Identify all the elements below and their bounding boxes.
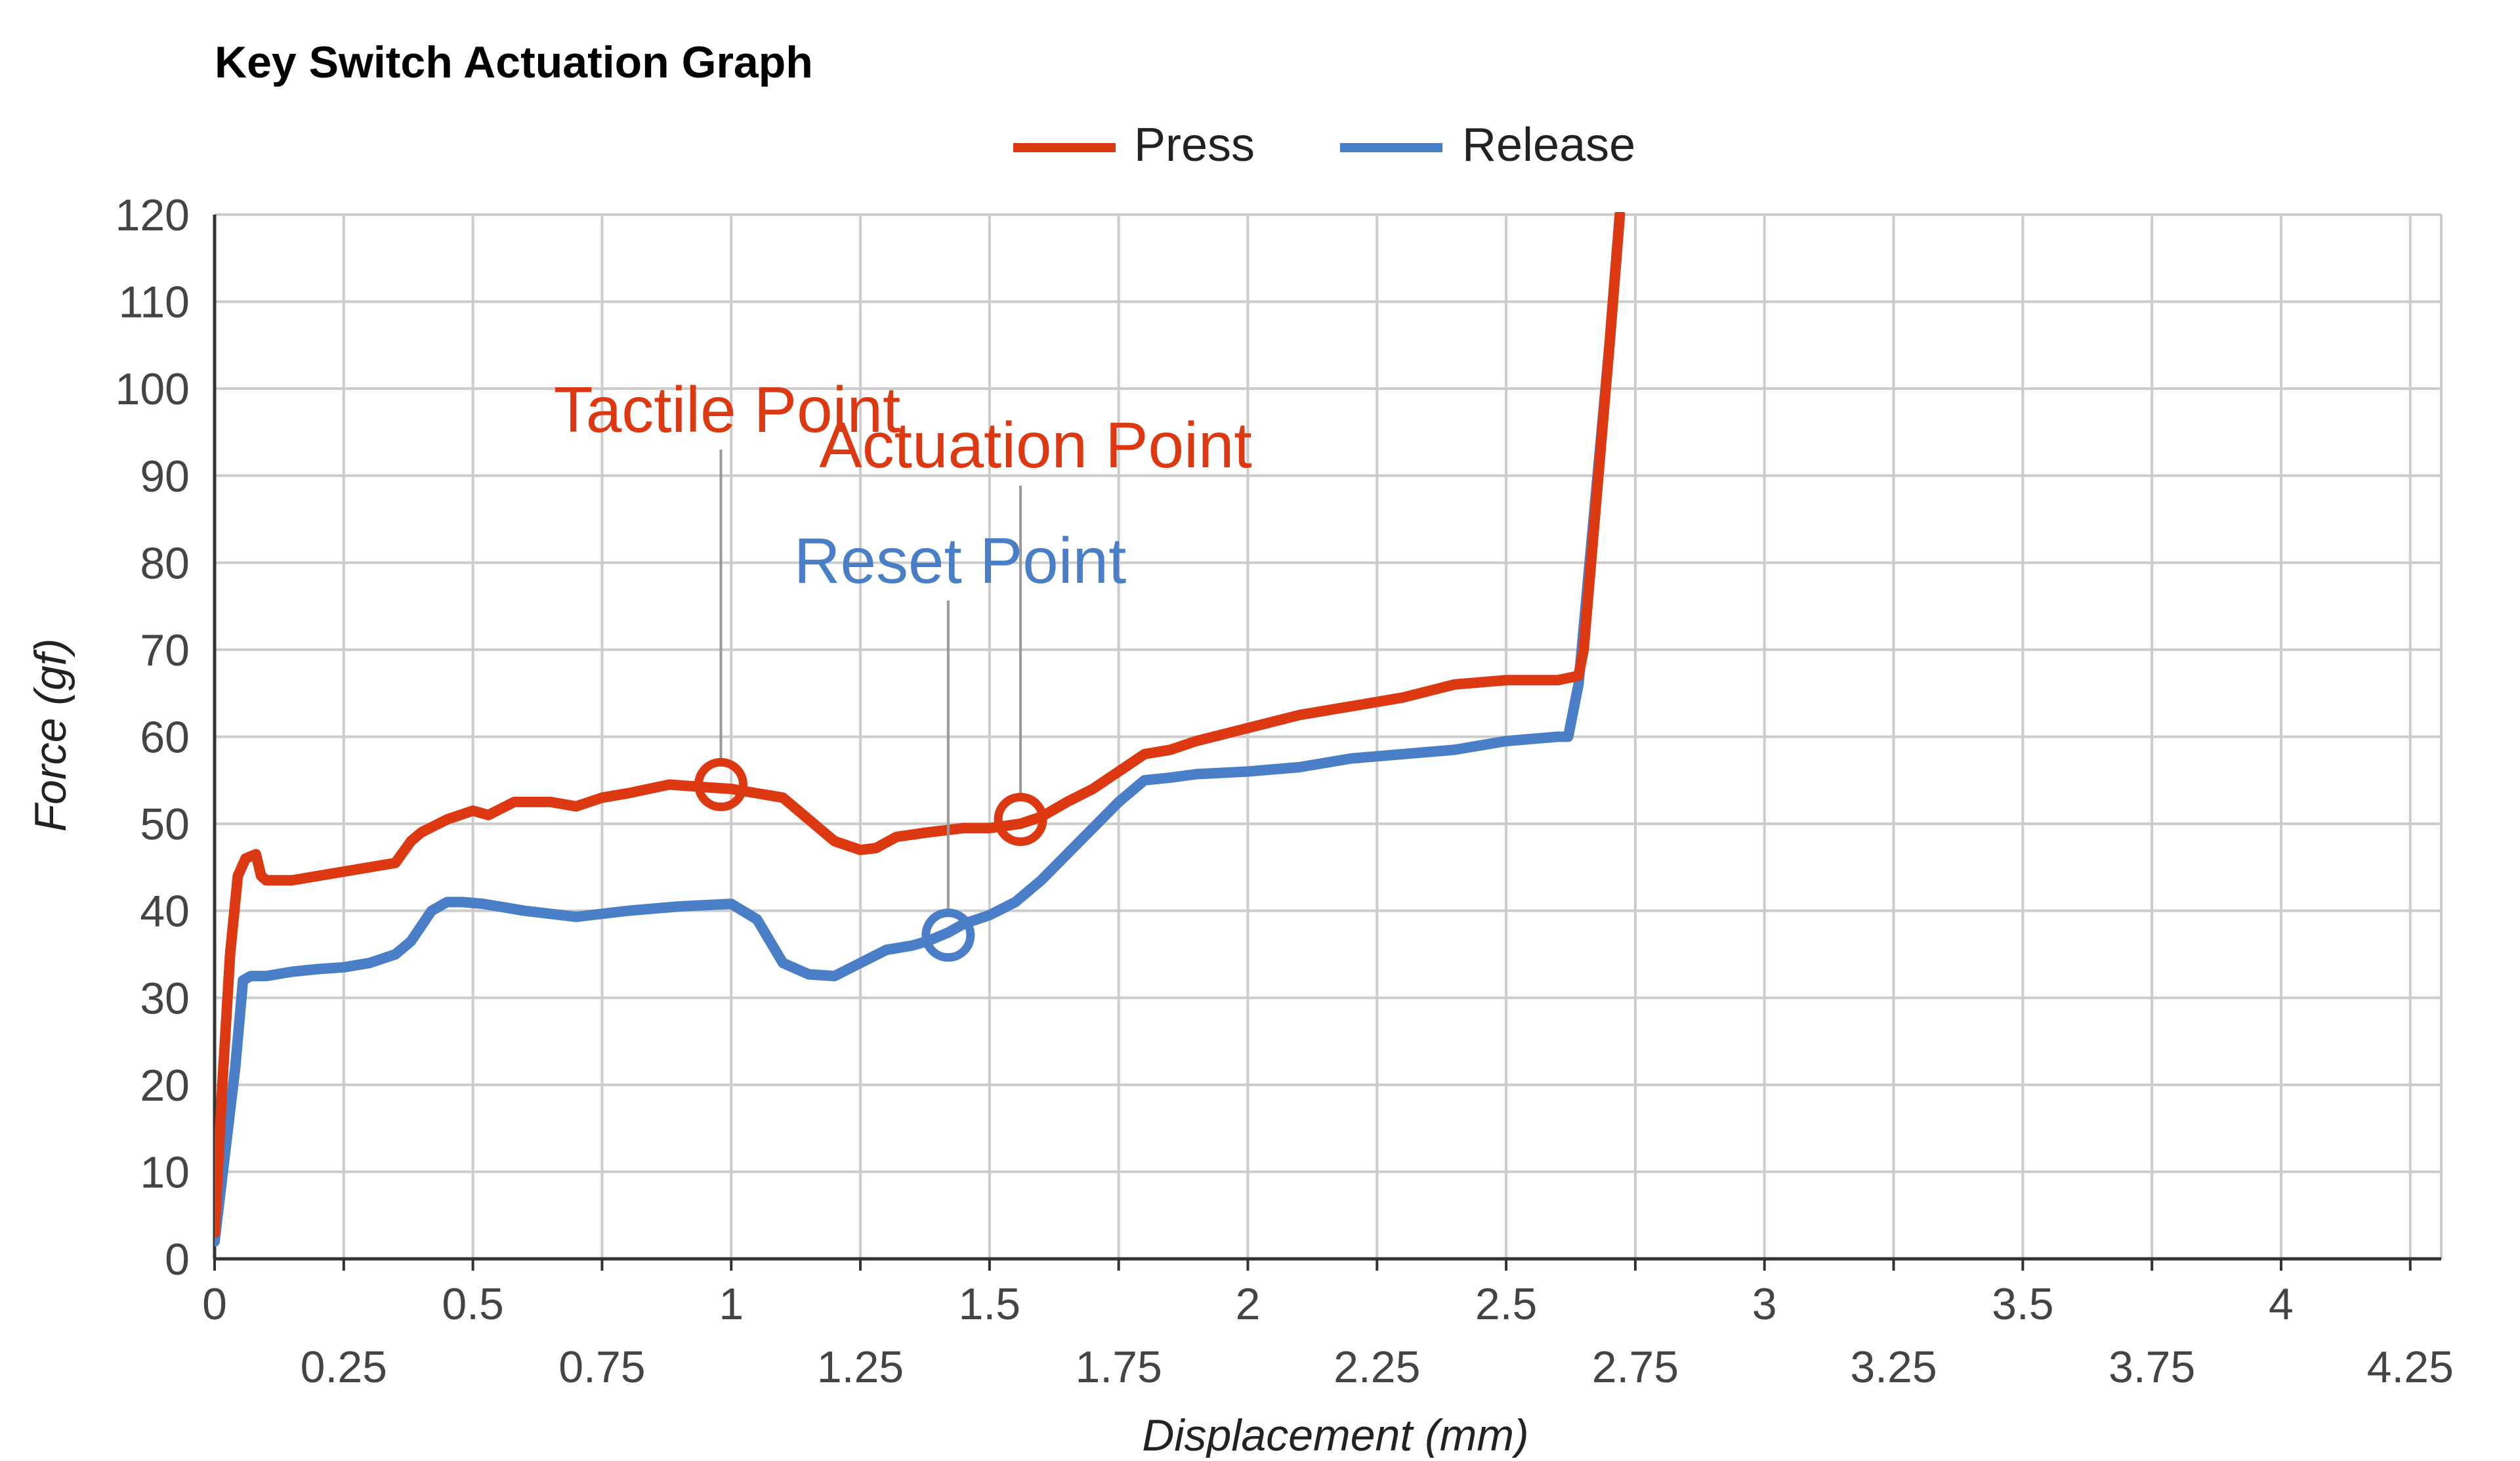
y-tick-label: 50	[140, 799, 190, 849]
y-tick-label: 10	[140, 1147, 190, 1197]
annotation-label: Tactile Point	[554, 373, 900, 446]
x-tick-label-major: 1	[719, 1279, 744, 1329]
annotation-marker	[921, 908, 975, 962]
x-tick-label-minor: 3.75	[2109, 1342, 2195, 1392]
y-tick-label: 100	[116, 364, 190, 414]
x-tick-label-minor: 0.75	[558, 1342, 645, 1392]
y-tick-label: 0	[165, 1235, 190, 1284]
x-tick-label-major: 1.5	[959, 1279, 1021, 1329]
annotation-marker	[994, 792, 1047, 846]
y-tick-label: 20	[140, 1061, 190, 1111]
grid	[213, 213, 2443, 1260]
x-tick-label-minor: 1.75	[1075, 1342, 1162, 1392]
y-axis-label: Force (gf)	[26, 639, 75, 832]
chart-title: Key Switch Actuation Graph	[215, 37, 813, 87]
y-tick-label: 80	[140, 538, 190, 588]
series-lines	[215, 212, 1626, 1247]
legend-label-press: Press	[1134, 119, 1255, 171]
x-tick-label-minor: 4.25	[2367, 1342, 2454, 1392]
series-line-press	[215, 212, 1626, 1239]
annotation-label: Actuation Point	[819, 409, 1251, 481]
y-tick-label: 70	[140, 625, 190, 675]
x-tick-label-major: 2.5	[1475, 1279, 1538, 1329]
y-axis-ticks: 0 10 20 30 40 50 60 70 80 90 100 110 120	[116, 190, 190, 1284]
x-tick-label-major: 3	[1752, 1279, 1777, 1329]
x-tick-label-minor: 0.25	[301, 1342, 387, 1392]
series-line-release	[215, 212, 1626, 1247]
x-tick-label-minor: 1.25	[817, 1342, 904, 1392]
annotation-label: Reset Point	[794, 524, 1127, 597]
legend-label-release: Release	[1462, 119, 1635, 171]
x-tick-label-major: 0	[202, 1279, 227, 1329]
y-tick-label: 60	[140, 713, 190, 763]
x-tick-label-major: 0.5	[442, 1279, 504, 1329]
x-axis-ticks: 0 0.5 1 1.5 2 2.5 3 3.5 4 0.25 0.75 1.25 1.75 2.25 2.7…	[202, 1279, 2454, 1392]
x-tick-label-minor: 2.25	[1334, 1342, 1420, 1392]
y-tick-label: 30	[140, 973, 190, 1023]
x-axis-label: Displacement (mm)	[1142, 1410, 1528, 1458]
y-tick-label: 40	[140, 887, 190, 937]
y-tick-label: 110	[119, 278, 190, 328]
x-tick-label-major: 3.5	[1992, 1279, 2054, 1329]
x-tick-label-minor: 2.75	[1592, 1342, 1679, 1392]
axes	[213, 215, 2441, 1271]
y-tick-label: 90	[140, 452, 190, 501]
x-tick-label-minor: 3.25	[1850, 1342, 1937, 1392]
x-tick-label-major: 2	[1236, 1279, 1261, 1329]
annotation-marker	[694, 757, 747, 811]
y-tick-label: 120	[116, 190, 190, 240]
legend: Press Release	[1013, 119, 1635, 171]
x-tick-label-major: 4	[2269, 1279, 2294, 1329]
